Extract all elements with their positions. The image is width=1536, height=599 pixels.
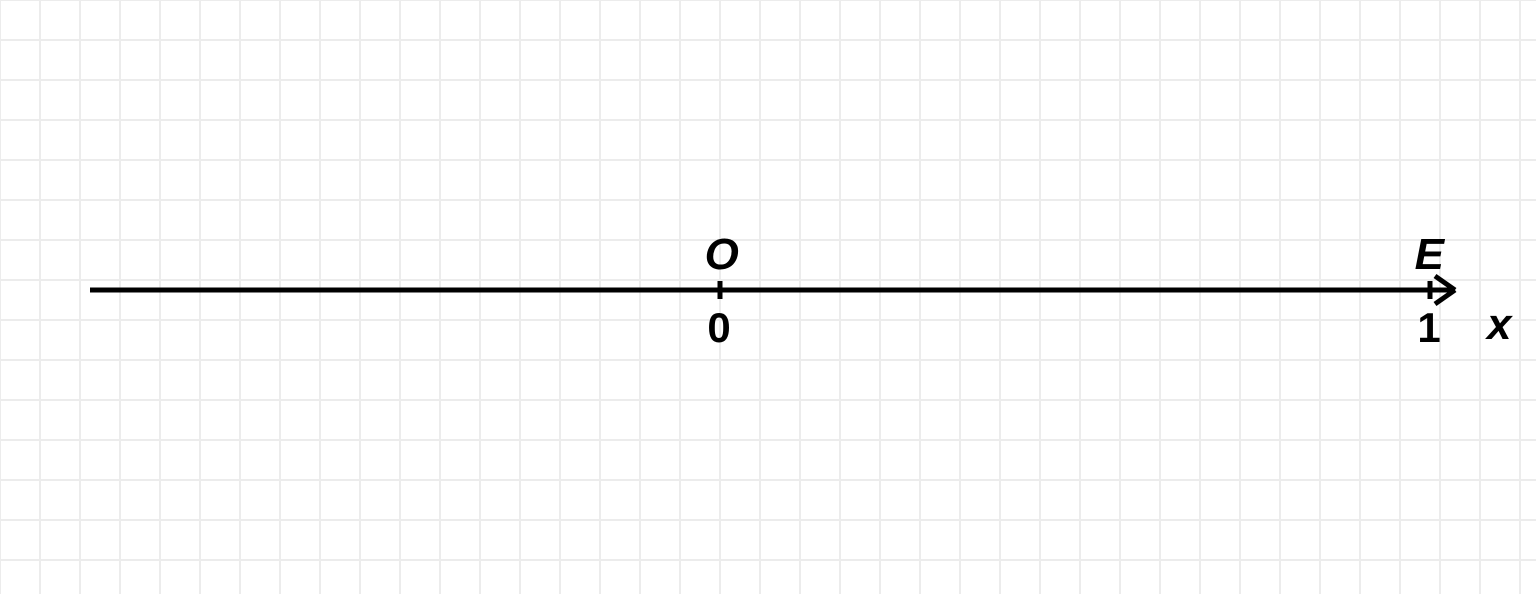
point-label-unit: E bbox=[1415, 230, 1444, 280]
value-label-origin: 0 bbox=[707, 304, 730, 352]
number-line-svg bbox=[0, 0, 1536, 594]
number-line-container bbox=[0, 0, 1536, 594]
axis-label-x: x bbox=[1487, 300, 1511, 350]
value-label-unit: 1 bbox=[1417, 304, 1440, 352]
point-label-origin: O bbox=[705, 230, 739, 280]
